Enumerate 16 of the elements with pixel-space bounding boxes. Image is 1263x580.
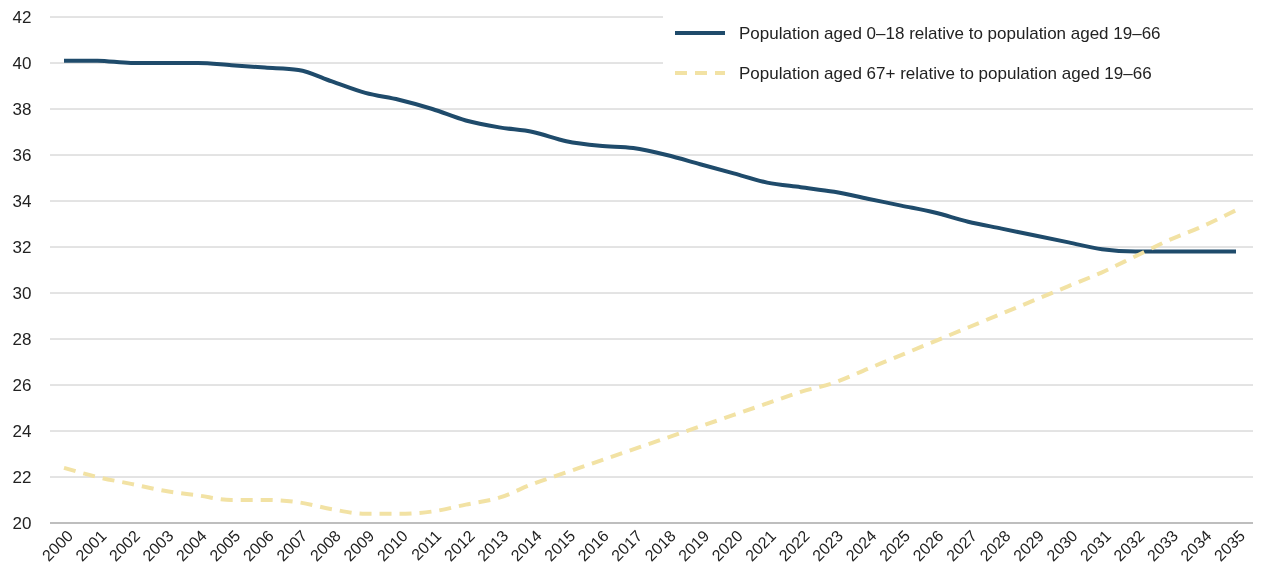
y-tick-label: 36 [12,145,32,165]
y-tick-label: 32 [12,237,32,257]
y-tick-label: 30 [12,283,32,303]
line-series [62,208,1238,516]
y-tick-label: 22 [12,467,32,487]
legend-label: Population aged 67+ relative to population aged 19–66 [739,63,1152,83]
y-tick-label: 26 [12,375,32,395]
legend-label: Population aged 0–18 relative to population aged 19–66 [739,23,1161,43]
y-tick-label: 20 [12,513,32,533]
y-tick-label: 24 [12,421,32,441]
y-tick-label: 34 [12,191,32,211]
y-tick-label: 40 [12,53,32,73]
line-series [62,58,1238,254]
y-tick-label: 38 [12,99,32,119]
y-tick-label: 42 [12,7,32,27]
y-tick-label: 28 [12,329,32,349]
